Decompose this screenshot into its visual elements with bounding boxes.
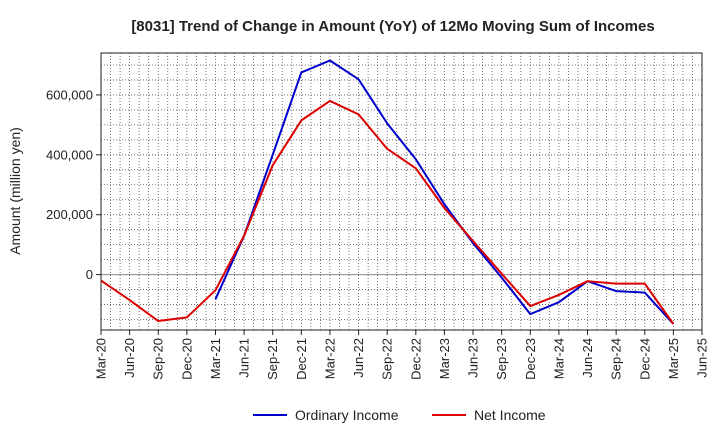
y-axis-label: Amount (million yen) (7, 127, 23, 255)
series-layer (100, 59, 675, 325)
x-tick-label: Jun-25 (695, 338, 710, 378)
x-tick-label: Sep-20 (151, 338, 166, 380)
y-tick-label: 0 (86, 267, 93, 282)
grid-layer (101, 53, 702, 330)
y-tick-label: 600,000 (46, 87, 93, 102)
axis-layer: 0 200,000 400,000 600,000 Mar-20 Jun-20 Sep-20… (46, 52, 710, 380)
x-tick-label: Dec-20 (179, 338, 194, 380)
x-tick-label: Mar-20 (94, 338, 109, 379)
x-tick-label: Jun-21 (237, 338, 252, 378)
chart-title: [8031] Trend of Change in Amount (YoY) o… (131, 18, 654, 35)
x-tick-label: Dec-23 (523, 338, 538, 380)
legend-label: Net Income (474, 407, 546, 423)
x-tick-label: Dec-21 (294, 338, 309, 380)
x-tick-label: Sep-24 (609, 338, 624, 380)
x-tick-label: Jun-23 (466, 338, 481, 378)
y-tick-label: 200,000 (46, 207, 93, 222)
x-tick-label: Mar-24 (551, 338, 566, 379)
legend: Ordinary Income Net Income (253, 407, 546, 423)
x-tick-label: Dec-22 (408, 338, 423, 380)
legend-label: Ordinary Income (295, 407, 399, 423)
x-tick-label: Jun-22 (351, 338, 366, 378)
x-tick-label: Sep-21 (265, 338, 280, 380)
series-line-net-income (100, 99, 675, 325)
x-tick-label: Mar-23 (437, 338, 452, 379)
x-tick-label: Mar-25 (666, 338, 681, 379)
x-tick-label: Sep-23 (494, 338, 509, 380)
x-tick-label: Jun-24 (580, 338, 595, 378)
x-tick-label: Sep-22 (380, 338, 395, 380)
x-tick-label: Dec-24 (637, 338, 652, 380)
x-tick-label: Mar-21 (208, 338, 223, 379)
y-tick-label: 400,000 (46, 147, 93, 162)
plot-area (101, 53, 702, 330)
x-tick-label: Mar-22 (322, 338, 337, 379)
plot-frame (100, 52, 703, 331)
series-line-ordinary-income (214, 59, 675, 325)
x-tick-label: Jun-20 (122, 338, 137, 378)
